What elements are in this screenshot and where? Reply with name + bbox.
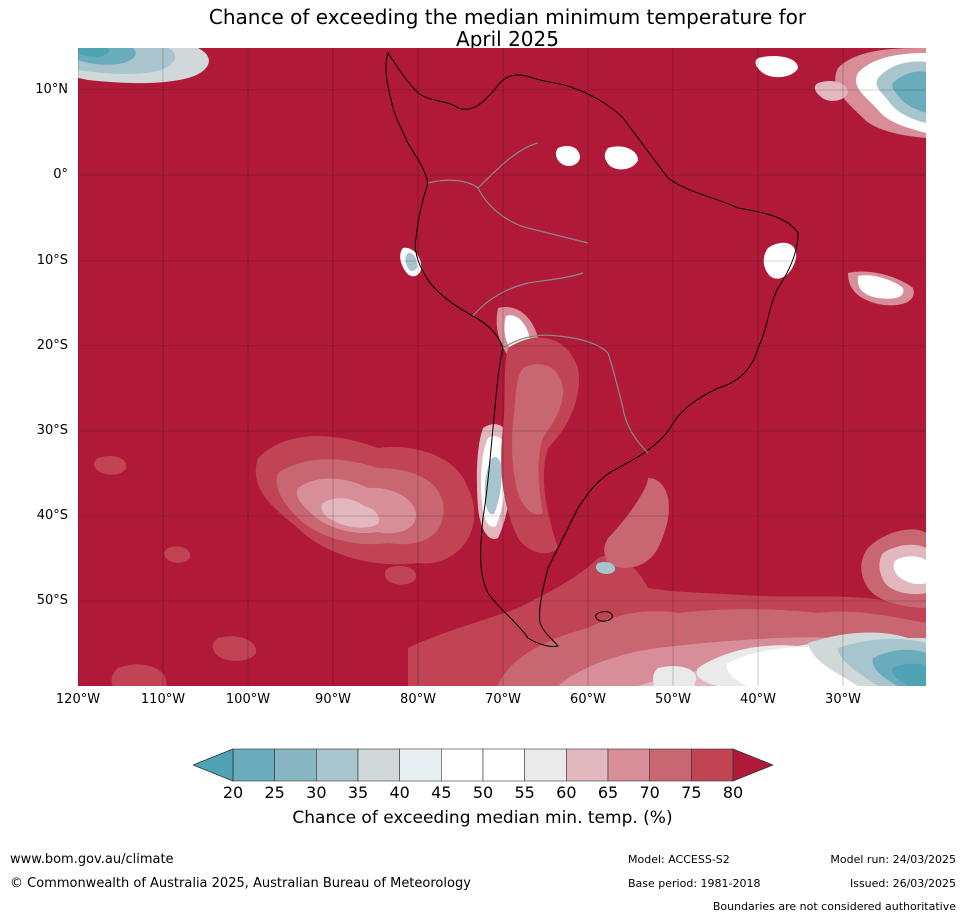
coastlines	[385, 51, 799, 647]
lat-label-10s: 10°S	[36, 253, 68, 268]
probability-map	[78, 48, 926, 686]
colorbar-segment	[691, 748, 734, 782]
colorbar-tick-label: 65	[597, 783, 619, 802]
lat-label-40s: 40°S	[36, 508, 68, 523]
tropical-pacific-blue-patch	[78, 48, 209, 84]
colorbar-tick-label: 60	[556, 783, 577, 802]
colorbar-segment	[566, 748, 609, 782]
argentina-anomaly	[501, 337, 579, 554]
colorbar-tick-label: 80	[722, 783, 744, 802]
lon-label-70w: 70°W	[485, 692, 521, 707]
pacific-south-anomaly	[255, 436, 475, 565]
south-atlantic-west-anomaly	[604, 478, 669, 568]
tropical-atlantic-blue-patch	[755, 48, 926, 138]
model-run-date: Model run: 24/03/2025	[830, 853, 956, 866]
lon-label-110w: 110°W	[140, 692, 186, 707]
colorbar-high-triangle	[732, 748, 773, 782]
colorbar-tick-label: 45	[431, 783, 452, 802]
boundaries-disclaimer: Boundaries are not considered authoritat…	[712, 900, 956, 913]
colorbar	[193, 748, 773, 782]
lat-label-10n: 10°N	[35, 82, 68, 97]
colorbar-segment	[357, 748, 400, 782]
southern-ocean-band	[408, 555, 926, 686]
map-background-80	[78, 48, 926, 686]
lon-label-100w: 100°W	[225, 692, 271, 707]
colorbar-segment	[274, 748, 317, 782]
colorbar-tick-label: 75	[681, 783, 702, 802]
colorbar-segment	[399, 748, 442, 782]
colorbar-segment	[441, 748, 484, 782]
colorbar-segments	[232, 748, 734, 782]
lat-label-0: 0°	[53, 167, 68, 182]
copyright-text: © Commonwealth of Australia 2025, Austra…	[10, 876, 471, 891]
lon-label-90w: 90°W	[315, 692, 351, 707]
lon-label-30w: 30°W	[825, 692, 861, 707]
south-america-coastline	[385, 51, 799, 647]
lat-label-50s: 50°S	[36, 593, 68, 608]
base-period: Base period: 1981-2018	[628, 877, 761, 890]
lon-label-60w: 60°W	[570, 692, 606, 707]
colorbar-tick-label: 30	[306, 783, 327, 802]
lon-label-50w: 50°W	[655, 692, 691, 707]
andes-anomalies	[400, 247, 539, 539]
colorbar-tick-label: 40	[389, 783, 410, 802]
model-name: Model: ACCESS-S2	[628, 853, 730, 866]
south-atlantic-east-anomaly	[861, 529, 926, 608]
issued-date: Issued: 26/03/2025	[849, 877, 956, 890]
brazil-coastal-anomalies	[555, 146, 914, 306]
bom-climate-link[interactable]: www.bom.gov.au/climate	[10, 852, 174, 867]
map-title-line1: Chance of exceeding the median minimum t…	[208, 5, 807, 29]
colorbar-tick-label: 70	[639, 783, 660, 802]
colorbar-tick-label: 20	[222, 783, 244, 802]
colorbar-segment	[524, 748, 567, 782]
map-title-line2: April 2025	[456, 27, 559, 51]
colorbar-segment	[316, 748, 359, 782]
colorbar-low-triangle	[193, 748, 234, 782]
country-borders	[427, 142, 649, 454]
scattered-anomalies	[94, 456, 697, 686]
lat-label-20s: 20°S	[36, 338, 68, 353]
colorbar-tick-label: 35	[347, 783, 369, 802]
colorbar-tick-label: 50	[472, 783, 494, 802]
colorbar-segment	[607, 748, 650, 782]
colorbar-segment	[649, 748, 692, 782]
gridlines	[78, 48, 926, 686]
lon-label-40w: 40°W	[740, 692, 776, 707]
colorbar-segment	[232, 748, 275, 782]
lon-label-80w: 80°W	[400, 692, 436, 707]
colorbar-tick-label: 25	[264, 783, 285, 802]
lat-label-30s: 30°S	[36, 423, 68, 438]
lon-label-120w: 120°W	[55, 692, 101, 707]
falklands	[595, 611, 613, 622]
colorbar-label: Chance of exceeding median min. temp. (%…	[292, 808, 673, 828]
colorbar-segment	[482, 748, 525, 782]
colorbar-tick-label: 55	[514, 783, 535, 802]
